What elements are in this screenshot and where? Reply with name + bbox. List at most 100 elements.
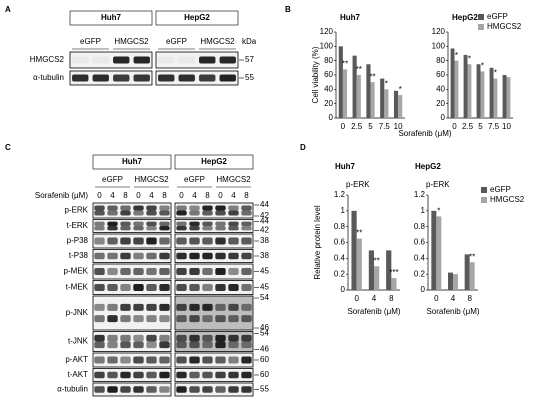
band [133,303,144,311]
cell-line-box [174,154,254,170]
row-label: HMGCS2 [30,55,65,64]
y-tick-label: 100 [432,41,446,50]
dose: 8 [123,191,128,200]
band [107,341,118,349]
band [107,237,118,245]
band [158,56,175,64]
band [94,371,105,379]
band [189,315,200,323]
bar [480,71,485,118]
bar [453,274,458,290]
band [159,237,170,245]
bar [391,278,397,290]
band [202,210,213,216]
bar [467,64,472,118]
x-tick-label: 7.5 [488,122,500,131]
band [159,315,170,323]
band [189,386,200,393]
band [215,210,226,216]
band [228,210,239,216]
chart-title: HepG2 [452,13,478,22]
kda: 60 [260,370,269,379]
band [176,226,187,231]
band [133,356,144,364]
band [176,315,187,323]
band [133,268,144,275]
band [133,284,144,291]
x-tick-label: 0 [354,294,359,303]
bar [366,64,371,118]
band [202,268,213,275]
band [228,371,239,379]
band [107,226,118,231]
band [107,315,118,323]
y-tick-label: 0.2 [334,269,346,278]
band [146,268,157,275]
row-label: t-JNK [68,337,89,346]
band [146,205,157,211]
band [120,237,131,245]
band [228,386,239,393]
band [146,221,157,226]
y-tick-label: 40 [324,84,333,93]
cell-line-box [92,154,172,170]
blot [92,295,172,331]
band [72,74,89,82]
x-tick-label: 5 [478,122,483,131]
chart-title: HepG2 [415,162,441,171]
bar [436,216,442,290]
band [146,341,157,349]
x-tick-label: 10 [394,122,403,131]
band [120,334,131,342]
band [94,226,105,231]
band [202,237,213,245]
band [228,221,239,226]
band [146,371,157,379]
x-label: Sorafenib (μM) [398,129,451,138]
band [215,341,226,349]
band [159,371,170,379]
row-label: t-AKT [68,370,89,379]
band [146,284,157,291]
band [113,74,130,82]
kda: 44 [260,200,269,209]
band [159,386,170,393]
band [189,237,200,245]
y-tick-label: 0 [421,285,426,294]
bar [368,250,374,290]
band [133,371,144,379]
band [176,205,187,211]
band [107,205,118,211]
x-tick-label: 7.5 [379,122,391,131]
kda: 45 [260,267,269,276]
band [215,371,226,379]
bar [476,64,481,118]
band [176,284,187,291]
y-label: Relative protein level [313,205,322,279]
band [159,205,170,211]
bar [384,89,389,118]
unit: kDa [242,37,257,46]
band [241,221,252,226]
bar [356,238,362,290]
kda: 45 [260,283,269,292]
band [133,341,144,349]
band [189,284,200,291]
kda: 55 [245,73,254,82]
band [215,268,226,275]
bar [386,250,392,290]
band [120,221,131,226]
bar [450,48,455,118]
band [241,303,252,311]
y-tick-label: 0 [441,113,446,122]
band [228,205,239,211]
x-label: Sorafenib (μM) [347,307,400,316]
band [189,334,200,342]
y-tick-label: 1.2 [414,190,426,199]
band [133,334,144,342]
band [94,315,105,323]
x-tick-label: 2.5 [462,122,474,131]
band [120,210,131,216]
x-tick-label: 10 [502,122,511,131]
bar [454,60,459,118]
